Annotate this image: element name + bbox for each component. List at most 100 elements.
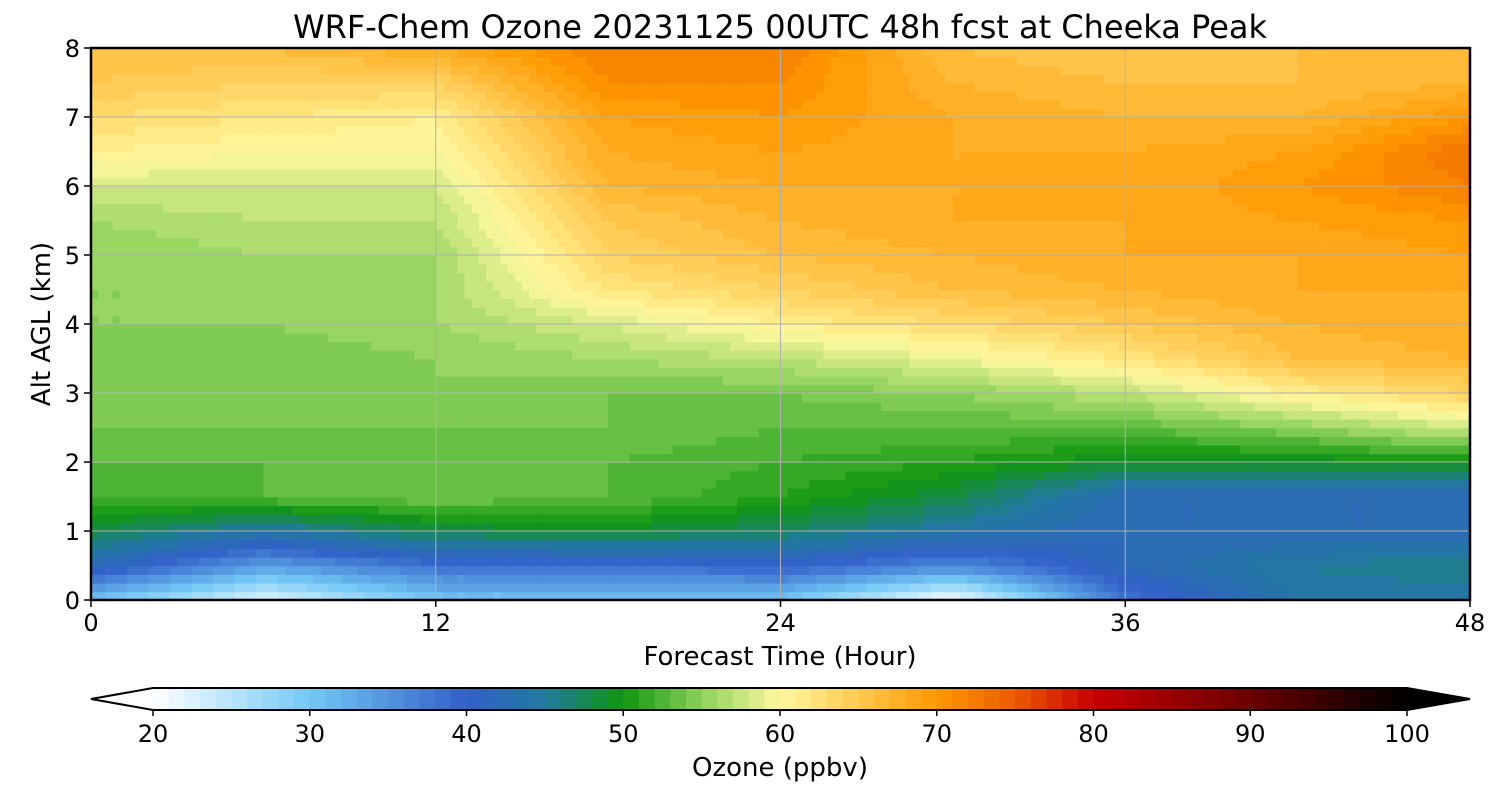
ozone-cell bbox=[529, 479, 538, 489]
ozone-cell bbox=[1024, 393, 1033, 403]
ozone-cell bbox=[1290, 556, 1299, 567]
ozone-cell bbox=[1096, 401, 1105, 412]
ozone-cell bbox=[1434, 470, 1443, 481]
ozone-cell bbox=[1031, 418, 1040, 429]
ozone-cell bbox=[665, 453, 674, 463]
ozone-cell bbox=[1462, 574, 1471, 584]
ozone-cell bbox=[1067, 427, 1076, 437]
ozone-cell bbox=[442, 453, 451, 463]
ozone-cell bbox=[1146, 548, 1155, 558]
ozone-cell bbox=[1139, 574, 1148, 584]
ozone-cell bbox=[1326, 556, 1335, 567]
ozone-cell bbox=[1326, 410, 1335, 420]
ozone-cell bbox=[550, 375, 559, 386]
ozone-cell bbox=[593, 487, 602, 498]
ozone-cell bbox=[1168, 453, 1177, 463]
ozone-cell bbox=[392, 556, 401, 567]
ozone-cell bbox=[1175, 479, 1184, 489]
ozone-cell bbox=[1168, 427, 1177, 437]
ozone-cell bbox=[421, 522, 430, 532]
ozone-cell bbox=[170, 427, 178, 437]
ozone-cell bbox=[1175, 548, 1184, 558]
ozone-cell bbox=[773, 505, 782, 515]
ozone-cell bbox=[234, 401, 243, 412]
ozone-cell bbox=[1319, 384, 1328, 394]
ozone-cell bbox=[1010, 496, 1019, 506]
ozone-cell bbox=[105, 384, 114, 394]
ozone-cell bbox=[687, 565, 696, 575]
ozone-cell bbox=[679, 505, 688, 515]
ozone-cell bbox=[292, 384, 301, 394]
ozone-cell bbox=[521, 531, 530, 541]
ozone-cell bbox=[1254, 487, 1263, 498]
ozone-cell bbox=[371, 565, 380, 575]
ozone-cell bbox=[98, 375, 107, 386]
ozone-cell bbox=[593, 384, 602, 394]
ozone-cell bbox=[1232, 453, 1241, 463]
ozone-cell bbox=[1455, 384, 1464, 394]
ozone-cell bbox=[407, 453, 415, 463]
ozone-cell bbox=[1103, 591, 1112, 601]
ozone-cell bbox=[586, 436, 595, 446]
ozone-cell bbox=[1039, 462, 1048, 472]
ozone-cell bbox=[198, 591, 207, 601]
ozone-cell bbox=[1383, 582, 1392, 593]
ozone-cell bbox=[1247, 565, 1256, 575]
ozone-cell bbox=[1376, 453, 1385, 463]
ozone-cell bbox=[773, 393, 782, 403]
ozone-cell bbox=[320, 401, 329, 412]
ozone-cell bbox=[866, 410, 875, 420]
ozone-cell bbox=[758, 513, 767, 524]
ozone-cell bbox=[1017, 556, 1026, 567]
ozone-cell bbox=[723, 393, 732, 403]
ozone-cell bbox=[715, 393, 724, 403]
ozone-cell bbox=[543, 384, 552, 394]
ozone-cell bbox=[751, 418, 760, 429]
ozone-cell bbox=[723, 556, 732, 567]
ozone-cell bbox=[529, 401, 538, 412]
ozone-cell bbox=[227, 375, 236, 386]
ozone-cell bbox=[888, 453, 897, 463]
ozone-cell bbox=[292, 479, 301, 489]
ozone-cell bbox=[888, 393, 897, 403]
ozone-cell bbox=[694, 505, 703, 515]
ozone-cell bbox=[995, 375, 1004, 386]
ozone-cell bbox=[1441, 487, 1450, 498]
ozone-cell bbox=[1089, 522, 1098, 532]
ozone-cell bbox=[881, 513, 890, 524]
ozone-cell bbox=[1003, 522, 1012, 532]
ozone-cell bbox=[593, 505, 602, 515]
ozone-cell bbox=[292, 591, 301, 601]
ozone-cell bbox=[945, 384, 954, 394]
ozone-cell bbox=[134, 384, 143, 394]
ozone-cell bbox=[1455, 496, 1464, 506]
ozone-cell bbox=[1290, 531, 1299, 541]
ozone-cell bbox=[1189, 539, 1198, 550]
ozone-cell bbox=[1333, 505, 1342, 515]
ozone-cell bbox=[924, 582, 933, 593]
ozone-cell bbox=[1132, 582, 1141, 593]
ozone-cell bbox=[629, 556, 638, 567]
ozone-cell bbox=[450, 548, 459, 558]
ozone-cell bbox=[119, 436, 128, 446]
ozone-cell bbox=[608, 548, 617, 558]
ozone-cell bbox=[119, 375, 128, 386]
ozone-cell bbox=[1290, 522, 1299, 532]
ozone-cell bbox=[608, 479, 617, 489]
ozone-cell bbox=[1125, 556, 1134, 567]
ozone-cell bbox=[356, 556, 365, 567]
ozone-cell bbox=[730, 582, 739, 593]
ozone-cell bbox=[1118, 496, 1127, 506]
ozone-cell bbox=[1355, 496, 1364, 506]
ozone-cell bbox=[751, 393, 760, 403]
ozone-cell bbox=[1218, 556, 1227, 567]
ozone-cell bbox=[198, 556, 207, 567]
ozone-cell bbox=[758, 539, 767, 550]
ozone-cell bbox=[1182, 375, 1191, 386]
ozone-cell bbox=[1412, 487, 1421, 498]
ozone-cell bbox=[141, 375, 150, 386]
ozone-cell bbox=[651, 582, 660, 593]
ozone-cell bbox=[1089, 453, 1098, 463]
ozone-cell bbox=[256, 410, 265, 420]
ozone-cell bbox=[1089, 565, 1098, 575]
